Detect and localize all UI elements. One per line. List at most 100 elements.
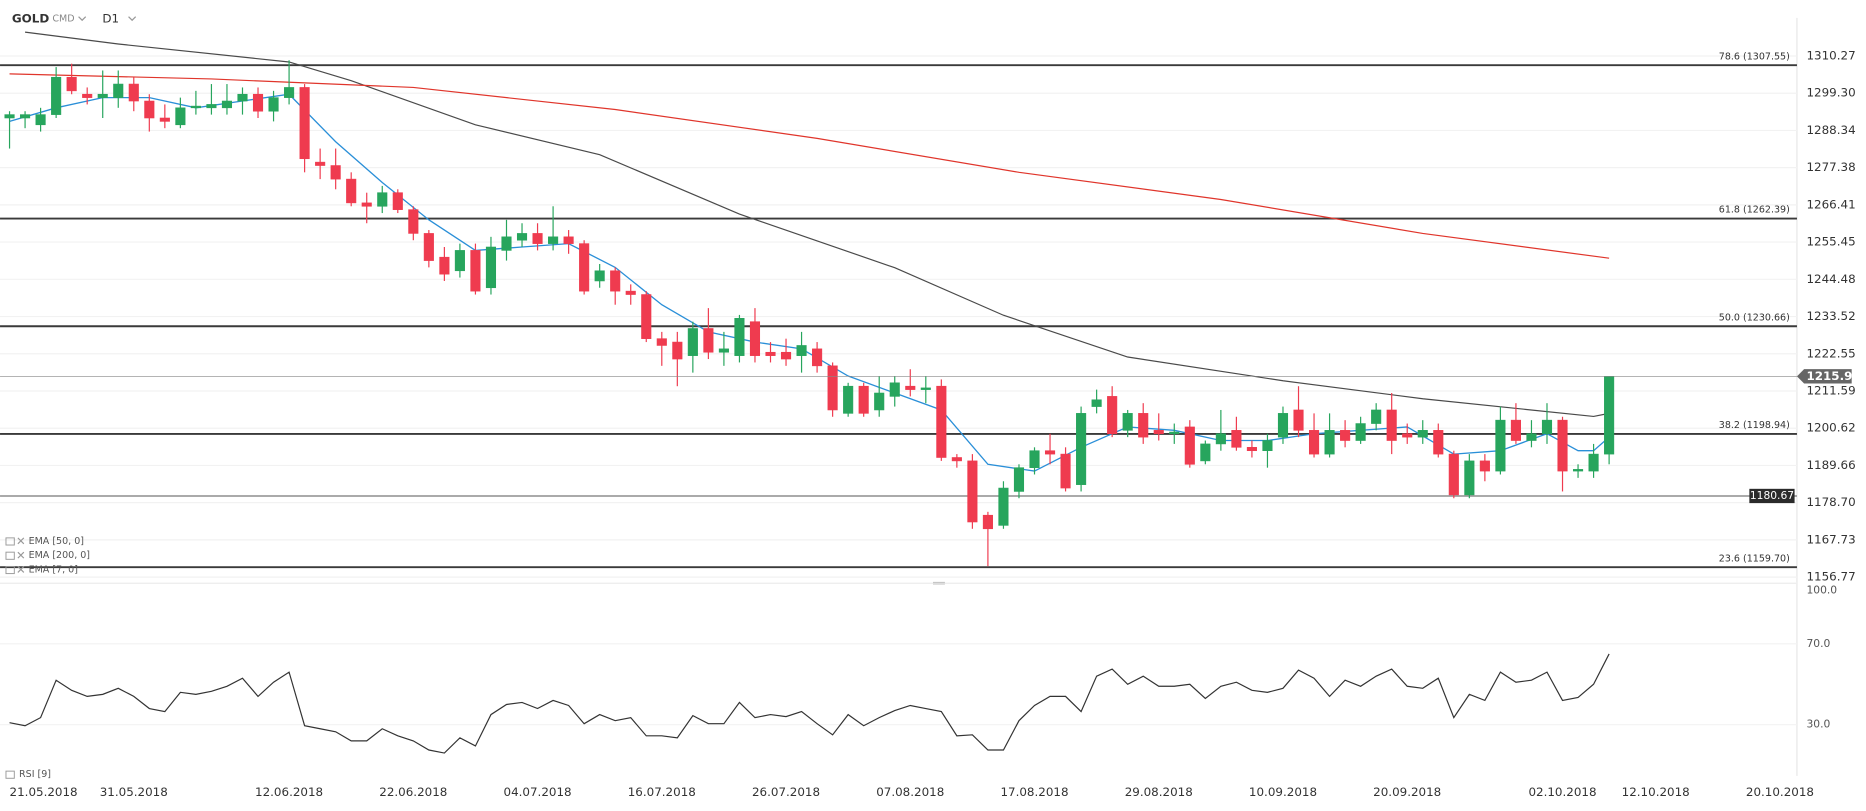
candle-body[interactable] xyxy=(672,341,683,360)
candle-body[interactable] xyxy=(951,457,962,462)
candle-body[interactable] xyxy=(812,348,823,367)
candle-body[interactable] xyxy=(641,294,652,339)
candle-body[interactable] xyxy=(284,87,295,98)
timeframe[interactable]: D1 xyxy=(102,12,119,26)
candle-body[interactable] xyxy=(610,270,621,292)
candle-body[interactable] xyxy=(625,290,636,295)
candle-body[interactable] xyxy=(936,385,947,458)
candle-body[interactable] xyxy=(1340,430,1351,441)
candle-body[interactable] xyxy=(1541,419,1553,435)
candle-body[interactable] xyxy=(144,100,155,119)
candle-body[interactable] xyxy=(563,236,574,244)
candle-body[interactable] xyxy=(1308,430,1320,455)
candle-body[interactable] xyxy=(1402,433,1413,438)
candle-body[interactable] xyxy=(1215,433,1226,445)
candle-body[interactable] xyxy=(377,192,388,207)
candle-body[interactable] xyxy=(1153,430,1164,435)
legend-remove-icon[interactable] xyxy=(17,551,25,559)
candle-body[interactable] xyxy=(470,250,481,292)
candle-body[interactable] xyxy=(206,104,217,109)
dropdown-caret[interactable] xyxy=(78,16,87,22)
candle-body[interactable] xyxy=(82,93,93,98)
candle-body[interactable] xyxy=(299,87,310,160)
legend-remove-icon[interactable] xyxy=(17,537,25,545)
candle-body[interactable] xyxy=(97,93,108,98)
candle-body[interactable] xyxy=(501,236,512,251)
candle-body[interactable] xyxy=(1091,399,1102,407)
candle-body[interactable] xyxy=(1231,430,1242,448)
candle-body[interactable] xyxy=(361,202,372,207)
candle-body[interactable] xyxy=(749,321,761,356)
symbol[interactable]: GOLD xyxy=(12,12,49,26)
candle-body[interactable] xyxy=(905,385,916,390)
legend-icon[interactable] xyxy=(5,770,15,779)
candle-body[interactable] xyxy=(1371,409,1382,424)
candle-body[interactable] xyxy=(765,351,776,356)
candle-body[interactable] xyxy=(20,114,31,119)
candle-body[interactable] xyxy=(392,192,403,210)
candle-body[interactable] xyxy=(159,117,170,122)
candle-body[interactable] xyxy=(516,233,528,241)
legend-icon[interactable] xyxy=(5,565,15,575)
candle-body[interactable] xyxy=(734,318,745,356)
candle-body[interactable] xyxy=(548,236,559,244)
candle-body[interactable] xyxy=(1138,413,1149,438)
candle-body[interactable] xyxy=(889,382,900,397)
candle-body[interactable] xyxy=(920,387,931,390)
candle-body[interactable] xyxy=(1588,453,1599,472)
dropdown-caret[interactable] xyxy=(128,16,137,22)
candle-body[interactable] xyxy=(1448,453,1459,496)
legend-remove-icon[interactable] xyxy=(17,566,25,573)
candle-body[interactable] xyxy=(579,243,590,292)
candle-body[interactable] xyxy=(998,487,1009,526)
candle-body[interactable] xyxy=(128,83,139,102)
candle-body[interactable] xyxy=(1277,413,1289,438)
candle-body[interactable] xyxy=(1122,413,1133,431)
candle-body[interactable] xyxy=(1013,467,1025,492)
candle-body[interactable] xyxy=(843,385,854,414)
candle-body[interactable] xyxy=(237,93,248,102)
candle-body[interactable] xyxy=(51,76,62,115)
candle-body[interactable] xyxy=(190,105,201,109)
candle-body[interactable] xyxy=(1293,409,1304,431)
candle-body[interactable] xyxy=(330,165,341,180)
candle-body[interactable] xyxy=(1076,413,1087,485)
candle-body[interactable] xyxy=(423,233,434,261)
candle-body[interactable] xyxy=(1479,460,1490,472)
candle-body[interactable] xyxy=(1107,396,1118,435)
candle-body[interactable] xyxy=(1604,376,1615,455)
candle-body[interactable] xyxy=(1029,450,1040,468)
candle-body[interactable] xyxy=(1495,419,1506,472)
candle-body[interactable] xyxy=(1433,430,1444,455)
candle-body[interactable] xyxy=(1510,419,1521,441)
candle-body[interactable] xyxy=(35,114,46,126)
instrument-type[interactable]: CMD xyxy=(52,14,74,25)
candle-body[interactable] xyxy=(1464,460,1475,496)
candle-body[interactable] xyxy=(113,83,124,98)
candle-body[interactable] xyxy=(1386,409,1397,441)
candle-body[interactable] xyxy=(1417,430,1428,438)
candle-body[interactable] xyxy=(66,76,77,92)
candle-body[interactable] xyxy=(703,328,714,353)
candle-body[interactable] xyxy=(982,514,993,530)
candle-body[interactable] xyxy=(1246,447,1257,452)
candle-body[interactable] xyxy=(268,97,279,112)
candle-body[interactable] xyxy=(1200,443,1211,462)
candle-body[interactable] xyxy=(718,348,729,353)
candle-body[interactable] xyxy=(408,209,419,234)
candle-body[interactable] xyxy=(4,114,15,119)
candle-body[interactable] xyxy=(1044,450,1056,455)
candle-body[interactable] xyxy=(175,107,186,126)
candle-body[interactable] xyxy=(1324,430,1335,455)
candle-body[interactable] xyxy=(454,250,465,272)
candle-body[interactable] xyxy=(594,270,605,282)
candle-body[interactable] xyxy=(780,351,792,360)
candle-body[interactable] xyxy=(346,178,357,204)
candle-body[interactable] xyxy=(1572,469,1584,472)
candle-body[interactable] xyxy=(315,161,326,166)
candle-body[interactable] xyxy=(1262,440,1273,452)
candle-body[interactable] xyxy=(827,365,838,411)
candle-body[interactable] xyxy=(1060,453,1071,489)
candle-body[interactable] xyxy=(1355,423,1366,441)
legend-entry[interactable]: RSI [9] xyxy=(19,769,51,780)
